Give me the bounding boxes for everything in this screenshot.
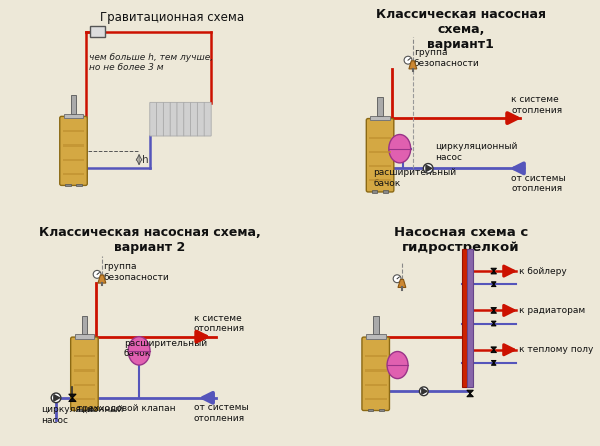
Bar xyxy=(76,409,82,411)
Text: к системе
отопления: к системе отопления xyxy=(194,314,245,333)
Bar xyxy=(62,173,85,175)
Text: циркуляционный
насос: циркуляционный насос xyxy=(435,142,517,162)
Ellipse shape xyxy=(389,135,410,163)
FancyBboxPatch shape xyxy=(197,103,205,136)
Text: Насосная схема с
гидрострелкой: Насосная схема с гидрострелкой xyxy=(394,226,528,254)
FancyBboxPatch shape xyxy=(60,116,87,186)
Polygon shape xyxy=(491,268,497,274)
Text: от системы
отопления: от системы отопления xyxy=(511,174,566,194)
Polygon shape xyxy=(409,61,417,69)
Polygon shape xyxy=(54,395,59,401)
Ellipse shape xyxy=(387,351,408,379)
Text: группа
безопасности: группа безопасности xyxy=(103,262,169,282)
Bar xyxy=(365,369,386,372)
Polygon shape xyxy=(98,275,106,283)
Polygon shape xyxy=(69,394,76,401)
Bar xyxy=(74,355,95,357)
Ellipse shape xyxy=(128,337,150,365)
FancyBboxPatch shape xyxy=(362,337,389,410)
FancyBboxPatch shape xyxy=(157,103,164,136)
Bar xyxy=(62,145,85,146)
Bar xyxy=(372,190,377,193)
Bar xyxy=(366,334,386,339)
Polygon shape xyxy=(467,390,473,397)
Text: расширительный
бачок: расширительный бачок xyxy=(124,339,207,358)
Bar xyxy=(369,179,391,182)
FancyBboxPatch shape xyxy=(71,337,98,410)
Bar xyxy=(369,165,391,167)
Bar xyxy=(90,26,105,37)
Bar xyxy=(365,355,386,357)
Bar xyxy=(365,384,386,386)
Polygon shape xyxy=(491,308,497,313)
FancyBboxPatch shape xyxy=(204,103,211,136)
FancyBboxPatch shape xyxy=(150,103,157,136)
Bar xyxy=(467,249,473,387)
Bar xyxy=(379,409,384,411)
Bar xyxy=(373,316,379,334)
Text: чем больше h, тем лучше,
но не более 3 м: чем больше h, тем лучше, но не более 3 м xyxy=(89,53,213,72)
Polygon shape xyxy=(491,282,496,287)
Polygon shape xyxy=(491,321,496,326)
FancyBboxPatch shape xyxy=(170,103,177,136)
Bar xyxy=(369,136,391,139)
Text: трехходовой клапан: трехходовой клапан xyxy=(77,405,175,413)
Polygon shape xyxy=(422,388,427,394)
Bar xyxy=(368,409,373,411)
Text: расширительный
бачок: расширительный бачок xyxy=(374,169,457,188)
Text: к теплому полу: к теплому полу xyxy=(519,345,593,354)
Bar xyxy=(64,114,83,118)
Bar xyxy=(74,369,95,372)
Bar xyxy=(377,97,383,116)
Bar xyxy=(74,334,94,339)
Bar xyxy=(87,409,92,411)
Text: группа
безопасности: группа безопасности xyxy=(414,48,479,67)
Polygon shape xyxy=(398,279,406,288)
Text: циркуляционный
насос: циркуляционный насос xyxy=(41,405,123,425)
Bar xyxy=(74,398,95,400)
Bar xyxy=(71,95,76,114)
Circle shape xyxy=(393,275,401,283)
FancyBboxPatch shape xyxy=(163,103,170,136)
Circle shape xyxy=(404,56,412,64)
Bar xyxy=(82,316,87,334)
FancyBboxPatch shape xyxy=(184,103,191,136)
Bar xyxy=(462,249,467,387)
FancyBboxPatch shape xyxy=(177,103,184,136)
Bar xyxy=(65,184,71,186)
Bar xyxy=(365,398,386,400)
Bar xyxy=(62,158,85,161)
Polygon shape xyxy=(491,347,497,353)
Circle shape xyxy=(424,164,433,173)
Bar xyxy=(74,384,95,386)
Text: h: h xyxy=(142,155,149,165)
Text: Классическая насосная схема,
вариант 2: Классическая насосная схема, вариант 2 xyxy=(39,226,261,254)
Text: Классическая насосная
схема,
вариант1: Классическая насосная схема, вариант1 xyxy=(376,8,546,51)
Text: к бойлеру: к бойлеру xyxy=(519,267,566,276)
Text: к радиаторам: к радиаторам xyxy=(519,306,585,315)
Bar xyxy=(370,116,390,120)
Polygon shape xyxy=(491,360,496,365)
Circle shape xyxy=(51,393,61,403)
Bar xyxy=(369,151,391,153)
Bar xyxy=(76,184,82,186)
FancyBboxPatch shape xyxy=(366,119,394,192)
Bar xyxy=(383,190,388,193)
FancyBboxPatch shape xyxy=(191,103,197,136)
Bar xyxy=(62,130,85,132)
Polygon shape xyxy=(426,165,432,172)
Text: к системе
отопления: к системе отопления xyxy=(511,95,562,115)
Text: Гравитационная схема: Гравитационная схема xyxy=(100,11,244,24)
Text: от системы
отопления: от системы отопления xyxy=(194,404,248,423)
Circle shape xyxy=(93,270,101,278)
Circle shape xyxy=(419,387,428,396)
